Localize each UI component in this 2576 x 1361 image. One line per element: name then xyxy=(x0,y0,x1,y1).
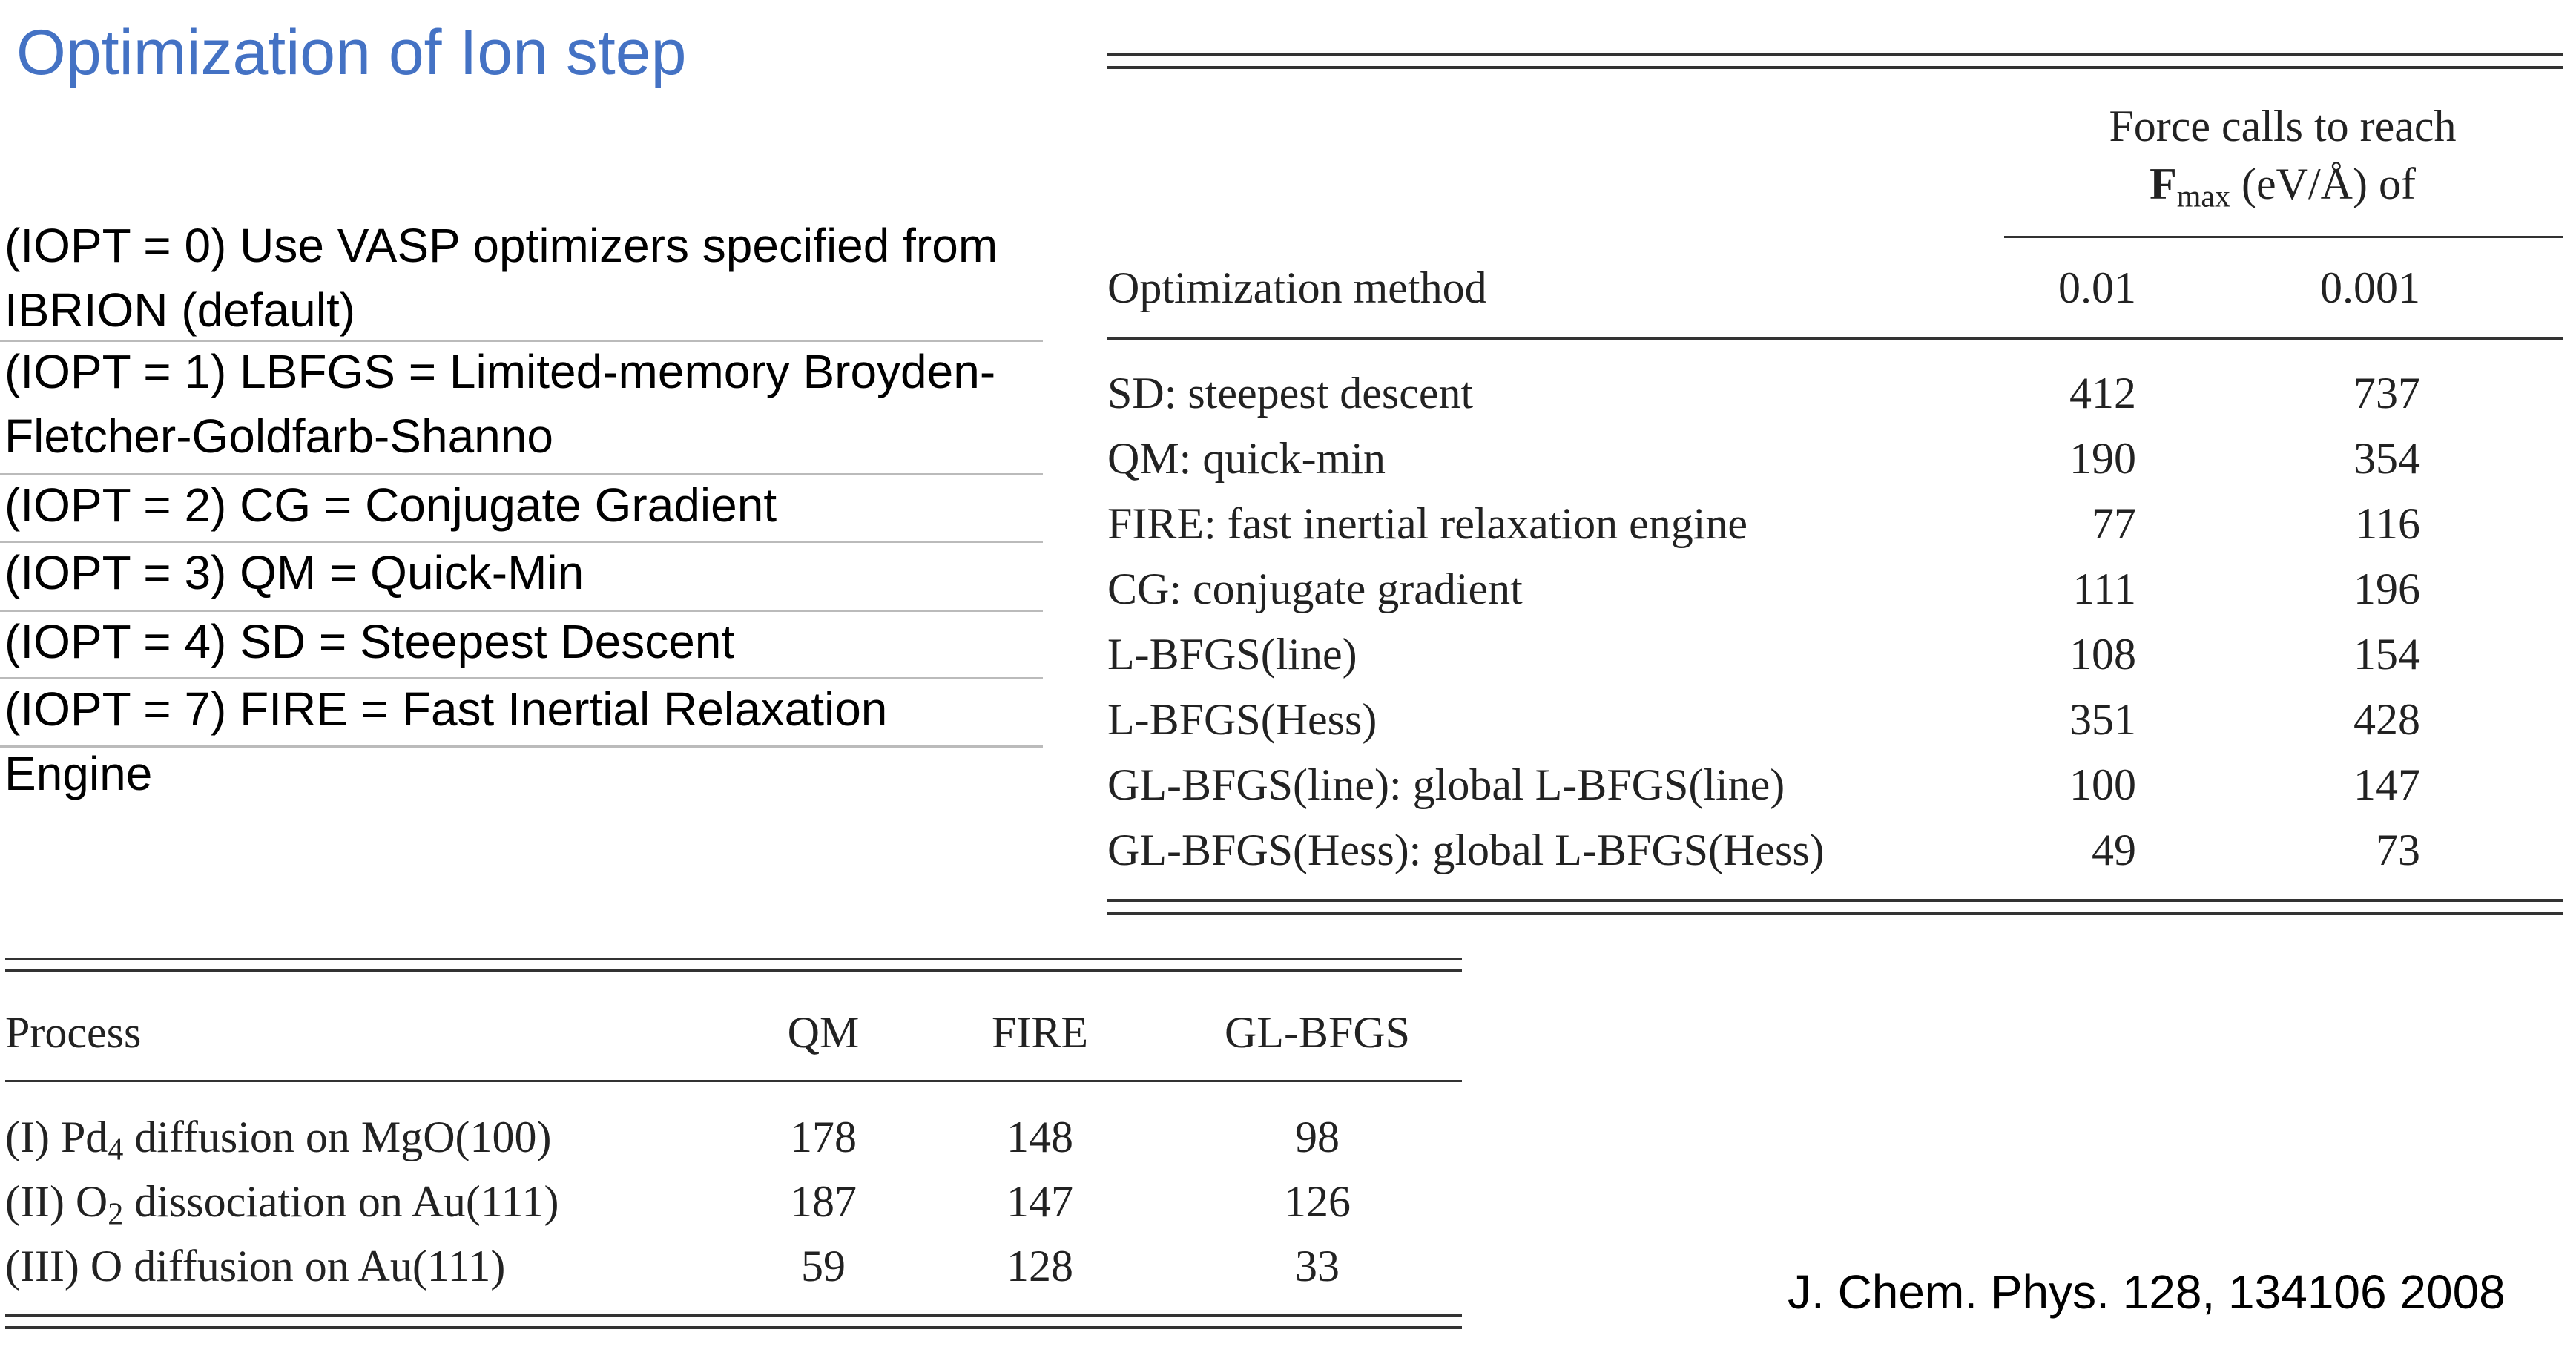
group-header: Fmax (eV/Å) of xyxy=(2003,162,2563,213)
text: (III) O diffusion on Au(111) xyxy=(5,1242,506,1291)
table-cell: 737 xyxy=(2353,369,2420,418)
table-cell: 73 xyxy=(2376,826,2420,874)
table-cell: 126 xyxy=(1284,1177,1351,1226)
rule xyxy=(0,340,1043,342)
table-cell: SD: steepest descent xyxy=(1107,369,1474,418)
rule xyxy=(5,958,1462,960)
option-item: (IOPT = 3) QM = Quick-Min xyxy=(4,546,584,599)
table-cell: QM: quick-min xyxy=(1107,434,1386,483)
table-cell: 190 xyxy=(2069,434,2136,483)
subscript: max xyxy=(2176,179,2231,214)
option-item: (IOPT = 4) SD = Steepest Descent xyxy=(4,615,735,668)
table-cell: L-BFGS(Hess) xyxy=(1107,695,1377,744)
option-item: (IOPT = 7) FIRE = Fast Inertial Relaxati… xyxy=(4,682,888,800)
table-cell: 147 xyxy=(2353,760,2420,809)
rule xyxy=(0,541,1043,543)
citation: J. Chem. Phys. 128, 134106 2008 xyxy=(1788,1265,2506,1319)
table-cell: 196 xyxy=(2353,564,2420,613)
rule xyxy=(5,969,1462,972)
title: Optimization of Ion step xyxy=(16,17,687,88)
table-cell: FIRE: fast inertial relaxation engine xyxy=(1107,499,1748,548)
process-name: (II) O2 dissociation on Au(111) xyxy=(5,1179,559,1230)
text: diffusion on MgO(100) xyxy=(123,1113,552,1161)
subscript: 4 xyxy=(108,1133,124,1167)
table-cell: 428 xyxy=(2353,695,2420,744)
subscript: 2 xyxy=(108,1197,124,1232)
table-cell: 128 xyxy=(1007,1242,1073,1291)
text: dissociation on Au(111) xyxy=(123,1177,559,1226)
column-header: 0.01 xyxy=(2058,263,2136,312)
column-header: QM xyxy=(787,1008,860,1057)
table-cell: 77 xyxy=(2092,499,2136,548)
table-cell: 116 xyxy=(2355,499,2420,548)
table-cell: 154 xyxy=(2353,630,2420,679)
table-cell: 111 xyxy=(2072,564,2136,613)
rule xyxy=(2004,236,2563,238)
rule xyxy=(0,473,1043,475)
option-item: (IOPT = 0) Use VASP optimizers specified… xyxy=(4,219,998,337)
unit: (eV/Å) of xyxy=(2241,159,2416,208)
table-cell: 148 xyxy=(1007,1113,1073,1161)
rule xyxy=(5,1080,1462,1082)
rule xyxy=(5,1314,1462,1317)
table-cell: 351 xyxy=(2069,695,2136,744)
rule xyxy=(1107,337,2563,340)
group-header: Force calls to reach xyxy=(2109,102,2457,151)
table-cell: 187 xyxy=(790,1177,857,1226)
table-cell: CG: conjugate gradient xyxy=(1107,564,1523,613)
rule xyxy=(0,610,1043,612)
rule xyxy=(0,677,1043,679)
table-cell: 100 xyxy=(2069,760,2136,809)
column-header: FIRE xyxy=(991,1008,1089,1057)
text: (I) Pd xyxy=(5,1113,108,1161)
column-header: 0.001 xyxy=(2320,263,2420,312)
rule xyxy=(1107,66,2563,69)
rule xyxy=(1107,899,2563,902)
table-cell: GL-BFGS(Hess): global L-BFGS(Hess) xyxy=(1107,826,1825,874)
table-cell: GL-BFGS(line): global L-BFGS(line) xyxy=(1107,760,1785,809)
option-item: (IOPT = 2) CG = Conjugate Gradient xyxy=(4,478,777,532)
table-cell: 49 xyxy=(2092,826,2136,874)
column-header: Optimization method xyxy=(1107,263,1487,312)
symbol: F xyxy=(2150,159,2177,208)
table-cell: 178 xyxy=(790,1113,857,1161)
table-cell: 412 xyxy=(2069,369,2136,418)
table-cell: 147 xyxy=(1007,1177,1073,1226)
table-cell: L-BFGS(line) xyxy=(1107,630,1357,679)
table-cell: 98 xyxy=(1295,1113,1340,1161)
column-header: GL-BFGS xyxy=(1224,1008,1411,1057)
rule xyxy=(1107,912,2563,915)
rule xyxy=(1107,53,2563,56)
text: (II) O xyxy=(5,1177,108,1226)
column-header: Process xyxy=(5,1008,142,1057)
table-cell: 354 xyxy=(2353,434,2420,483)
process-name: (III) O diffusion on Au(111) xyxy=(5,1244,505,1288)
table-cell: 33 xyxy=(1295,1242,1340,1291)
rule xyxy=(0,745,1043,748)
option-item: (IOPT = 1) LBFGS = Limited-memory Broyde… xyxy=(4,345,996,463)
table-cell: 59 xyxy=(801,1242,846,1291)
rule xyxy=(5,1326,1462,1329)
table-cell: 108 xyxy=(2069,630,2136,679)
process-name: (I) Pd4 diffusion on MgO(100) xyxy=(5,1115,552,1166)
